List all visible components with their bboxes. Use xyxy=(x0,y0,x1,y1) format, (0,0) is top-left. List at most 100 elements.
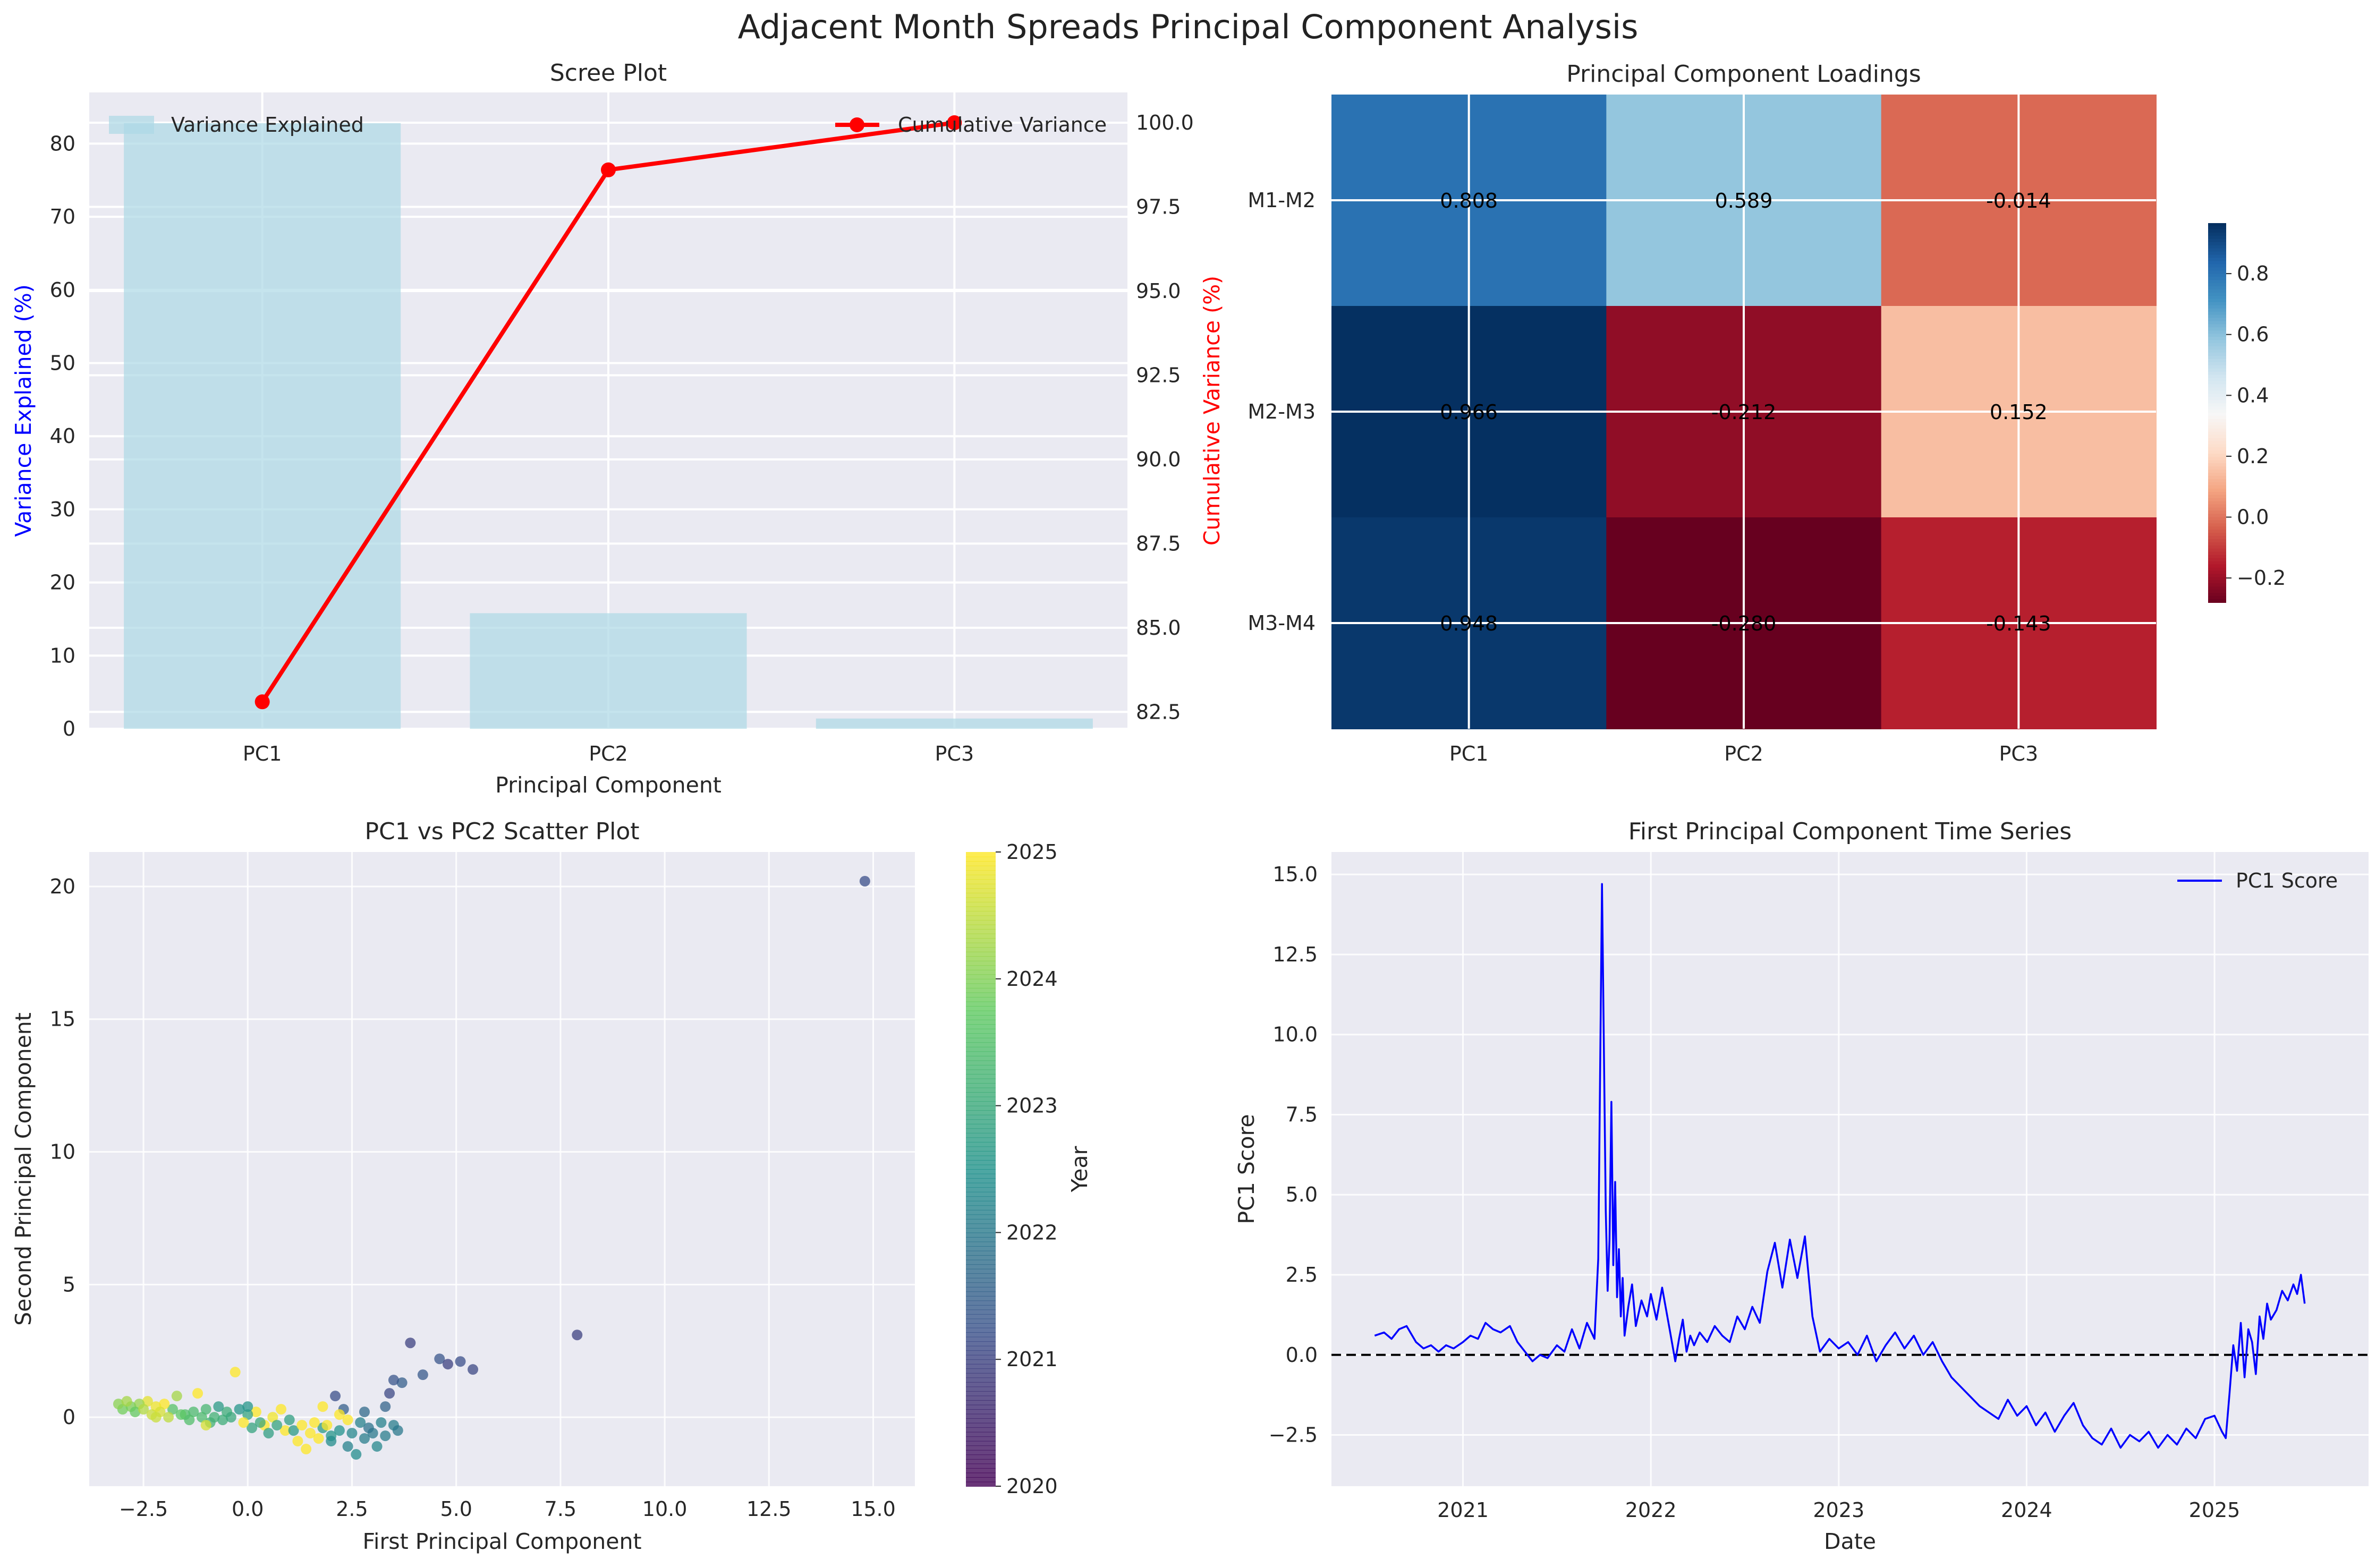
scatter-colorbar-segment xyxy=(966,1137,996,1143)
scatter-colorbar-segment xyxy=(966,996,996,1002)
heatmap-row-label: M3-M4 xyxy=(1248,611,1316,635)
scatter-point xyxy=(138,1404,149,1415)
scatter-point xyxy=(247,1422,258,1434)
scatter-colorbar-segment xyxy=(966,983,996,988)
scatter-colorbar-segment xyxy=(966,1300,996,1306)
scatter-colorbar-segment xyxy=(966,1037,996,1043)
scatter-colorbar-segment xyxy=(966,1413,996,1419)
heatmap-colorbar-segment xyxy=(2208,450,2226,455)
scatter-point xyxy=(234,1404,245,1415)
scatter-colorbar-segment xyxy=(966,969,996,975)
scatter-ytick-label: 20 xyxy=(50,875,75,898)
scatter-point xyxy=(292,1436,303,1447)
heatmap-colorbar-segment xyxy=(2208,343,2226,347)
scatter-colorbar-segment xyxy=(966,1051,996,1056)
scatter-colorbar-segment xyxy=(966,1436,996,1442)
scatter-colorbar-segment xyxy=(966,1110,996,1115)
scree-cumulative-point-pc1 xyxy=(254,694,270,710)
scree-legend-swatch-variance xyxy=(109,116,154,134)
scatter-colorbar-segment xyxy=(966,897,996,902)
heatmap-colorbar-segment xyxy=(2208,561,2226,565)
heatmap-value-label: -0.280 xyxy=(1711,612,1777,635)
heatmap-row-label: M2-M3 xyxy=(1248,400,1316,423)
scatter-point xyxy=(468,1364,479,1375)
scatter-colorbar-segment xyxy=(966,1223,996,1229)
scatter-colorbar-segment xyxy=(966,1128,996,1134)
scatter-point xyxy=(200,1404,211,1415)
scatter-colorbar-segment xyxy=(966,1332,996,1337)
scatter-point xyxy=(188,1407,199,1418)
heatmap-value-label: -0.143 xyxy=(1986,612,2051,635)
scatter-colorbar-segment xyxy=(966,1395,996,1401)
scree-ytick-label: 60 xyxy=(50,278,75,302)
heatmap-colorbar-segment xyxy=(2208,403,2226,407)
scatter-point xyxy=(254,1417,266,1428)
scatter-point xyxy=(217,1414,228,1426)
scree-ytick-label: 0 xyxy=(63,717,75,740)
scree-ytick-label: 10 xyxy=(50,644,75,667)
heatmap-colorbar-segment xyxy=(2208,390,2226,395)
heatmap-colorbar-segment xyxy=(2208,520,2226,524)
scatter-colorbar-segment xyxy=(966,1064,996,1070)
heatmap-colorbar-segment xyxy=(2208,238,2226,243)
scatter-xtick-label: 7.5 xyxy=(545,1497,576,1521)
heatmap-colorbar-segment xyxy=(2208,286,2226,290)
heatmap-colorbar-segment xyxy=(2208,324,2226,328)
scatter-colorbar-segment xyxy=(966,1119,996,1124)
heatmap-colorbar-segment xyxy=(2208,431,2226,436)
scatter-point xyxy=(263,1428,274,1439)
heatmap-colorbar-segment xyxy=(2208,305,2226,309)
heatmap-colorbar-segment xyxy=(2208,542,2226,546)
scatter-colorbar-segment xyxy=(966,879,996,884)
scatter-point xyxy=(859,875,870,887)
scatter-colorbar-tick-label: 2022 xyxy=(1006,1221,1058,1244)
scree-ytick-label: 40 xyxy=(50,424,75,448)
heatmap-colorbar-segment xyxy=(2208,482,2226,486)
scatter-colorbar-segment xyxy=(966,1241,996,1247)
timeseries-xtick-label: 2022 xyxy=(1625,1498,1677,1522)
scatter-colorbar-segment xyxy=(966,1001,996,1007)
scatter-colorbar-segment xyxy=(966,1005,996,1011)
heatmap-colorbar-segment xyxy=(2208,473,2226,476)
heatmap-colorbar-tick-label: 0.0 xyxy=(2237,506,2269,529)
scatter-colorbar-segment xyxy=(966,1015,996,1020)
scatter-colorbar-segment xyxy=(966,1214,996,1220)
heatmap-colorbar-segment xyxy=(2208,577,2226,581)
scatter-colorbar-segment xyxy=(966,924,996,930)
scatter-colorbar-segment xyxy=(966,870,996,875)
scatter-colorbar-segment xyxy=(966,1305,996,1310)
heatmap-colorbar-segment xyxy=(2208,545,2226,549)
heatmap-colorbar-segment xyxy=(2208,406,2226,411)
heatmap-colorbar-segment xyxy=(2208,526,2226,531)
scatter-colorbar-segment xyxy=(966,856,996,862)
scatter-colorbar-segment xyxy=(966,1028,996,1034)
scatter-colorbar-segment xyxy=(966,1218,996,1224)
scatter-colorbar-segment xyxy=(966,1164,996,1170)
scatter-point xyxy=(288,1425,299,1436)
scatter-point xyxy=(175,1409,186,1420)
scatter-colorbar-segment xyxy=(966,1259,996,1265)
timeseries-ytick-label: 2.5 xyxy=(1286,1263,1318,1286)
scatter-colorbar-segment xyxy=(966,1246,996,1251)
scatter-colorbar-segment xyxy=(966,1169,996,1174)
heatmap-colorbar-segment xyxy=(2208,567,2226,572)
heatmap-value-label: 0.808 xyxy=(1440,189,1498,212)
heatmap-colorbar-segment xyxy=(2208,352,2226,356)
heatmap-title: Principal Component Loadings xyxy=(1566,61,1921,88)
scatter-xtick-label: −2.5 xyxy=(119,1497,168,1521)
heatmap-colorbar-segment xyxy=(2208,321,2226,325)
scatter-colorbar-segment xyxy=(966,1282,996,1288)
scatter-colorbar-segment xyxy=(966,1114,996,1120)
heatmap-colorbar-segment xyxy=(2208,574,2226,578)
scree-cumulative-point-pc2 xyxy=(601,162,616,177)
scatter-point xyxy=(359,1407,370,1418)
scree-xtick-label: PC3 xyxy=(935,742,974,765)
heatmap-colorbar-segment xyxy=(2208,277,2226,281)
scatter-colorbar-segment xyxy=(966,960,996,966)
heatmap-colorbar-segment xyxy=(2208,248,2226,252)
scatter-colorbar-segment xyxy=(966,1146,996,1152)
scatter-colorbar-segment xyxy=(966,1228,996,1233)
scatter-colorbar-segment xyxy=(966,1314,996,1319)
scatter-colorbar-tick-label: 2024 xyxy=(1006,967,1058,991)
scatter-colorbar-segment xyxy=(966,1160,996,1165)
